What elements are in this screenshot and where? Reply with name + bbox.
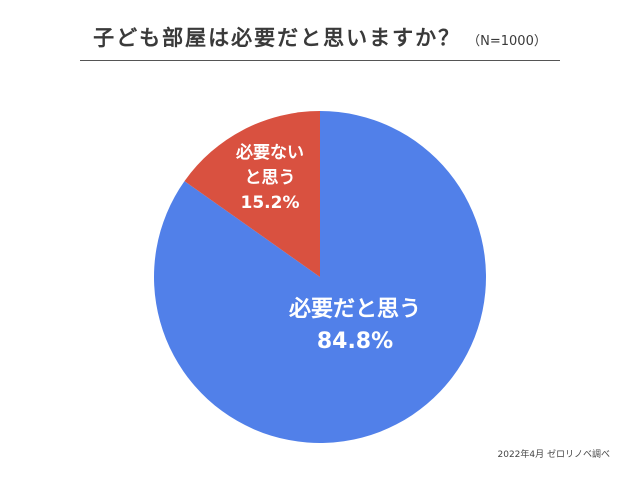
slice-value-label-0: 84.8%: [317, 329, 393, 354]
source-note: 2022年4月 ゼロリノベ調べ: [497, 450, 611, 460]
slice-category-label-0: 必要だと思う: [289, 296, 421, 322]
chart-title: 子ども部屋は必要だと思いますか？ （N=1000）: [0, 22, 640, 52]
slice-value-label-1: 15.2%: [241, 193, 300, 213]
slice-category-label-1: 必要ない: [235, 142, 304, 163]
pie-slice-1: [184, 111, 320, 277]
sample-size: （N=1000）: [467, 34, 547, 49]
slice-category-label-1: と思う: [245, 168, 296, 188]
title-text: 子ども部屋は必要だと思いますか？: [93, 26, 462, 50]
title-rule: [80, 60, 560, 61]
